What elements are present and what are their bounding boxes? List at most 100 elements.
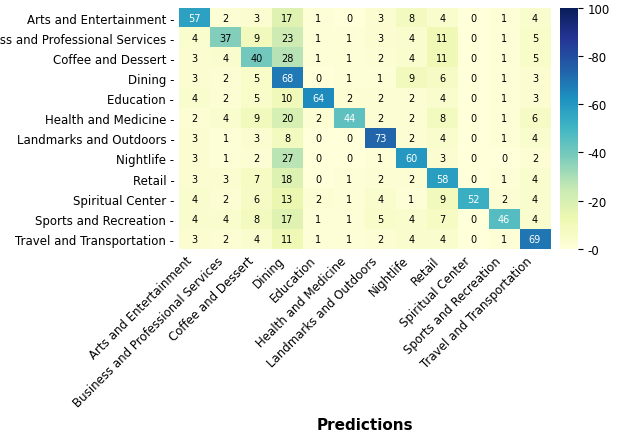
- Text: 11: 11: [436, 34, 448, 44]
- Text: 2: 2: [316, 114, 321, 124]
- X-axis label: Predictions: Predictions: [317, 417, 413, 430]
- Text: 0: 0: [470, 54, 476, 64]
- Text: 0: 0: [470, 234, 476, 244]
- Text: 4: 4: [408, 34, 414, 44]
- Text: 1: 1: [501, 114, 507, 124]
- Text: 0: 0: [316, 174, 321, 184]
- Text: 3: 3: [191, 74, 198, 84]
- Text: 2: 2: [223, 194, 228, 204]
- Text: 8: 8: [284, 134, 291, 144]
- Text: 0: 0: [316, 74, 321, 84]
- Text: 1: 1: [501, 94, 507, 104]
- Text: 73: 73: [374, 134, 387, 144]
- Text: 0: 0: [470, 174, 476, 184]
- Text: 4: 4: [408, 234, 414, 244]
- Text: 0: 0: [316, 134, 321, 144]
- Text: 2: 2: [316, 194, 321, 204]
- Text: 0: 0: [346, 14, 353, 24]
- Text: 9: 9: [408, 74, 414, 84]
- Text: 4: 4: [377, 194, 383, 204]
- Text: 8: 8: [253, 214, 260, 224]
- Text: 1: 1: [346, 174, 353, 184]
- Text: 1: 1: [501, 234, 507, 244]
- Text: 57: 57: [188, 14, 201, 24]
- Text: 3: 3: [223, 174, 228, 184]
- Text: 20: 20: [281, 114, 294, 124]
- Text: 44: 44: [343, 114, 355, 124]
- Text: 7: 7: [253, 174, 260, 184]
- Text: 3: 3: [191, 154, 198, 164]
- Text: 4: 4: [223, 214, 228, 224]
- Text: 58: 58: [436, 174, 449, 184]
- Text: 0: 0: [470, 214, 476, 224]
- Text: 68: 68: [282, 74, 294, 84]
- Text: 23: 23: [281, 34, 294, 44]
- Text: 11: 11: [282, 234, 294, 244]
- Text: 1: 1: [316, 54, 321, 64]
- Text: 6: 6: [253, 194, 260, 204]
- Text: 5: 5: [377, 214, 383, 224]
- Text: 4: 4: [439, 234, 445, 244]
- Text: 1: 1: [501, 54, 507, 64]
- Text: 4: 4: [223, 114, 228, 124]
- Text: 2: 2: [408, 134, 414, 144]
- Text: 28: 28: [281, 54, 294, 64]
- Text: 4: 4: [439, 14, 445, 24]
- Text: 3: 3: [439, 154, 445, 164]
- Text: 2: 2: [223, 234, 228, 244]
- Text: 64: 64: [312, 94, 324, 104]
- Text: 1: 1: [346, 234, 353, 244]
- Text: 10: 10: [282, 94, 294, 104]
- Text: 2: 2: [501, 194, 507, 204]
- Text: 8: 8: [439, 114, 445, 124]
- Text: 4: 4: [532, 134, 538, 144]
- Text: 1: 1: [501, 134, 507, 144]
- Text: 4: 4: [532, 194, 538, 204]
- Text: 9: 9: [253, 114, 260, 124]
- Text: 0: 0: [470, 14, 476, 24]
- Text: 2: 2: [346, 94, 353, 104]
- Text: 2: 2: [377, 234, 383, 244]
- Text: 1: 1: [377, 74, 383, 84]
- Text: 8: 8: [408, 14, 414, 24]
- Text: 2: 2: [253, 154, 260, 164]
- Text: 3: 3: [377, 14, 383, 24]
- Text: 3: 3: [253, 14, 260, 24]
- Text: 1: 1: [316, 14, 321, 24]
- Text: 40: 40: [250, 54, 262, 64]
- Text: 1: 1: [346, 194, 353, 204]
- Text: 2: 2: [408, 94, 414, 104]
- Text: 0: 0: [501, 154, 507, 164]
- Text: 2: 2: [223, 74, 228, 84]
- Text: 4: 4: [191, 194, 198, 204]
- Text: 9: 9: [439, 194, 445, 204]
- Text: 17: 17: [281, 214, 294, 224]
- Text: 4: 4: [408, 214, 414, 224]
- Text: 69: 69: [529, 234, 541, 244]
- Text: 6: 6: [532, 114, 538, 124]
- Text: 0: 0: [346, 134, 353, 144]
- Text: 4: 4: [532, 14, 538, 24]
- Text: 60: 60: [405, 154, 417, 164]
- Text: 1: 1: [346, 74, 353, 84]
- Text: 27: 27: [281, 154, 294, 164]
- Text: 1: 1: [501, 74, 507, 84]
- Text: 4: 4: [191, 34, 198, 44]
- Text: 5: 5: [532, 34, 538, 44]
- Text: 0: 0: [316, 154, 321, 164]
- Text: 4: 4: [439, 94, 445, 104]
- Text: 2: 2: [223, 94, 228, 104]
- Text: 4: 4: [191, 214, 198, 224]
- Text: 11: 11: [436, 54, 448, 64]
- Text: 0: 0: [470, 154, 476, 164]
- Text: 1: 1: [223, 154, 228, 164]
- Text: 3: 3: [191, 174, 198, 184]
- Text: 1: 1: [408, 194, 414, 204]
- Text: 4: 4: [253, 234, 260, 244]
- Text: 0: 0: [470, 134, 476, 144]
- Text: 4: 4: [223, 54, 228, 64]
- Text: 1: 1: [223, 134, 228, 144]
- Text: 5: 5: [532, 54, 538, 64]
- Text: 4: 4: [408, 54, 414, 64]
- Text: 3: 3: [191, 134, 198, 144]
